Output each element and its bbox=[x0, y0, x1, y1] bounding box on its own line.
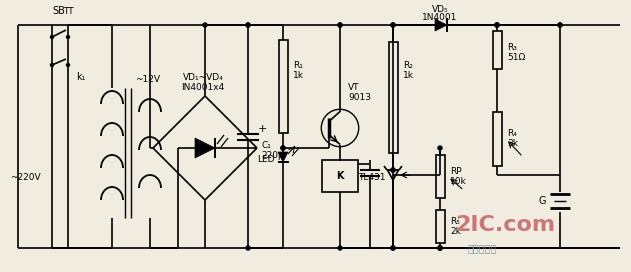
Text: 51Ω: 51Ω bbox=[507, 52, 525, 61]
Bar bbox=[322, 160, 358, 192]
Text: 2IC.com: 2IC.com bbox=[455, 215, 555, 235]
Circle shape bbox=[391, 246, 395, 250]
Text: G: G bbox=[538, 196, 546, 206]
Circle shape bbox=[495, 23, 499, 27]
Circle shape bbox=[246, 23, 250, 27]
Circle shape bbox=[281, 146, 285, 150]
Circle shape bbox=[391, 23, 395, 27]
Circle shape bbox=[50, 63, 54, 66]
Polygon shape bbox=[435, 19, 447, 31]
Text: R₅: R₅ bbox=[450, 217, 460, 226]
Text: VT: VT bbox=[348, 84, 360, 92]
Text: k₁: k₁ bbox=[76, 72, 85, 82]
Text: RP: RP bbox=[450, 167, 462, 176]
Circle shape bbox=[391, 246, 395, 250]
Text: TL431: TL431 bbox=[358, 174, 386, 183]
Circle shape bbox=[246, 246, 250, 250]
Text: 2k: 2k bbox=[450, 227, 461, 236]
Circle shape bbox=[281, 146, 285, 150]
Circle shape bbox=[66, 63, 69, 66]
Circle shape bbox=[66, 36, 69, 39]
Text: ~220V: ~220V bbox=[10, 174, 40, 183]
Circle shape bbox=[558, 23, 562, 27]
Text: TT: TT bbox=[62, 7, 73, 16]
Text: SB: SB bbox=[52, 6, 65, 16]
Text: 1k: 1k bbox=[293, 70, 304, 79]
Text: C₁
220μ: C₁ 220μ bbox=[261, 141, 284, 160]
Text: VD₅: VD₅ bbox=[432, 5, 448, 14]
Text: R₂: R₂ bbox=[403, 60, 413, 70]
Polygon shape bbox=[278, 152, 288, 162]
Text: 9013: 9013 bbox=[348, 94, 371, 103]
Bar bbox=[493, 31, 502, 69]
Circle shape bbox=[495, 23, 499, 27]
Circle shape bbox=[438, 246, 442, 250]
Text: IN4001x4: IN4001x4 bbox=[181, 84, 225, 92]
Bar bbox=[278, 40, 288, 133]
Circle shape bbox=[338, 23, 342, 27]
Text: 3k: 3k bbox=[507, 140, 518, 149]
Circle shape bbox=[391, 23, 395, 27]
Bar bbox=[435, 210, 444, 243]
Circle shape bbox=[558, 23, 562, 27]
Text: VD₁~VD₄: VD₁~VD₄ bbox=[182, 73, 223, 82]
Text: K: K bbox=[336, 171, 344, 181]
Circle shape bbox=[438, 246, 442, 250]
Circle shape bbox=[246, 23, 250, 27]
Text: R₃: R₃ bbox=[507, 42, 517, 51]
Bar bbox=[493, 112, 502, 166]
Circle shape bbox=[391, 168, 395, 172]
Polygon shape bbox=[195, 138, 215, 158]
Circle shape bbox=[50, 36, 54, 39]
Text: 中国电子网: 中国电子网 bbox=[468, 243, 497, 253]
Circle shape bbox=[391, 168, 395, 172]
Text: LED: LED bbox=[257, 156, 275, 165]
Text: R₄: R₄ bbox=[507, 129, 517, 138]
Bar bbox=[435, 155, 444, 198]
Text: +: + bbox=[257, 123, 267, 134]
Circle shape bbox=[338, 23, 342, 27]
Text: 10k: 10k bbox=[450, 177, 467, 186]
Text: 1N4001: 1N4001 bbox=[422, 14, 457, 23]
Bar bbox=[389, 42, 398, 153]
Text: ~12V: ~12V bbox=[136, 76, 160, 85]
Circle shape bbox=[338, 246, 342, 250]
Text: R₁: R₁ bbox=[293, 60, 303, 70]
Circle shape bbox=[438, 246, 442, 250]
Text: 1k: 1k bbox=[403, 70, 414, 79]
Circle shape bbox=[495, 23, 499, 27]
Circle shape bbox=[203, 23, 207, 27]
Circle shape bbox=[438, 146, 442, 150]
